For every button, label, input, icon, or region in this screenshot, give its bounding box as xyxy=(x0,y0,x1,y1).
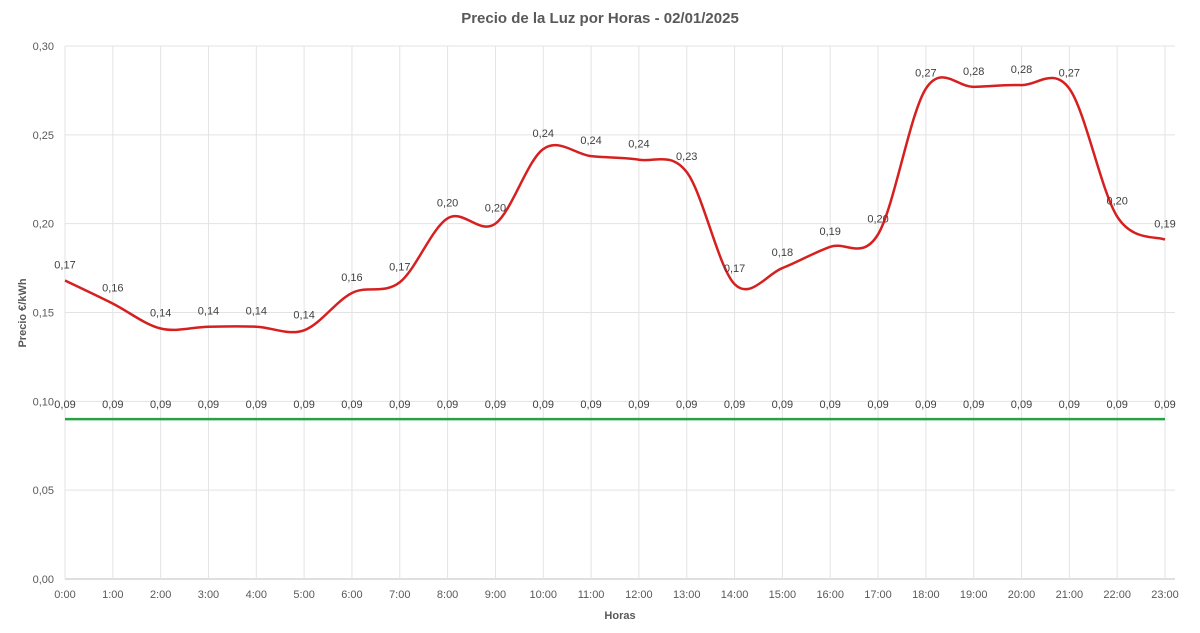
data-label: 0,09 xyxy=(102,399,123,411)
data-label: 0,09 xyxy=(867,399,888,411)
data-label: 0,09 xyxy=(341,399,362,411)
data-label: 0,16 xyxy=(341,272,362,284)
x-axis-label: Horas xyxy=(604,610,635,622)
x-tick-label: 23:00 xyxy=(1151,589,1179,601)
x-tick-label: 4:00 xyxy=(246,589,267,601)
data-label: 0,20 xyxy=(485,203,506,215)
data-label: 0,14 xyxy=(198,306,219,318)
data-label: 0,09 xyxy=(246,399,267,411)
x-tick-label: 19:00 xyxy=(960,589,988,601)
y-tick-label: 0,15 xyxy=(33,308,54,320)
x-tick-label: 7:00 xyxy=(389,589,410,601)
data-label: 0,09 xyxy=(150,399,171,411)
data-label: 0,09 xyxy=(772,399,793,411)
data-label: 0,09 xyxy=(1059,399,1080,411)
data-label: 0,17 xyxy=(724,263,745,275)
data-label: 0,09 xyxy=(533,399,554,411)
data-label: 0,17 xyxy=(54,260,75,272)
data-label: 0,09 xyxy=(1011,399,1032,411)
data-label: 0,19 xyxy=(1154,219,1175,231)
x-tick-label: 20:00 xyxy=(1008,589,1036,601)
data-label: 0,19 xyxy=(820,226,841,238)
data-label: 0,24 xyxy=(628,139,649,151)
x-tick-label: 22:00 xyxy=(1103,589,1131,601)
data-label: 0,28 xyxy=(1011,64,1032,76)
y-tick-label: 0,05 xyxy=(33,485,54,497)
x-tick-label: 12:00 xyxy=(625,589,653,601)
data-label: 0,09 xyxy=(389,399,410,411)
grid xyxy=(64,45,1175,580)
data-label: 0,09 xyxy=(293,399,314,411)
data-label: 0,14 xyxy=(293,309,314,321)
data-label: 0,28 xyxy=(963,66,984,78)
data-labels: 0,17 0,16 0,14 0,14 0,14 0,14 0,16 0,17 0,20 0,20… xyxy=(54,64,1175,411)
data-label: 0,09 xyxy=(485,399,506,411)
x-tick-label: 1:00 xyxy=(102,589,123,601)
x-tick-label: 6:00 xyxy=(341,589,362,601)
data-label: 0,09 xyxy=(820,399,841,411)
data-label: 0,09 xyxy=(628,399,649,411)
x-tick-label: 21:00 xyxy=(1056,589,1084,601)
y-tick-label: 0,00 xyxy=(33,574,54,586)
y-tick-label: 0,10 xyxy=(33,396,54,408)
data-label: 0,27 xyxy=(915,68,936,80)
data-label: 0,09 xyxy=(915,399,936,411)
x-tick-label: 2:00 xyxy=(150,589,171,601)
data-label: 0,09 xyxy=(580,399,601,411)
x-tick-label: 11:00 xyxy=(578,589,605,601)
data-label: 0,20 xyxy=(1106,196,1127,208)
data-label: 0,09 xyxy=(724,399,745,411)
data-label: 0,24 xyxy=(580,135,601,147)
y-axis-label: Precio €/kWh xyxy=(17,278,29,347)
chart-title: Precio de la Luz por Horas - 02/01/2025 xyxy=(461,10,739,27)
x-tick-label: 9:00 xyxy=(485,589,506,601)
series-line-0 xyxy=(64,76,1166,334)
x-tick-label: 17:00 xyxy=(864,589,892,601)
data-label: 0,27 xyxy=(1059,68,1080,80)
x-tick-label: 15:00 xyxy=(769,589,797,601)
x-tick-label: 13:00 xyxy=(673,589,701,601)
x-tick-label: 16:00 xyxy=(816,589,844,601)
data-label: 0,09 xyxy=(1106,399,1127,411)
data-label: 0,14 xyxy=(246,306,267,318)
x-tick-label: 3:00 xyxy=(198,589,219,601)
data-label: 0,24 xyxy=(533,128,554,140)
data-label: 0,20 xyxy=(437,197,458,209)
y-tick-label: 0,25 xyxy=(33,130,54,142)
data-label: 0,09 xyxy=(676,399,697,411)
data-label: 0,17 xyxy=(389,261,410,273)
series-layer xyxy=(64,76,1166,421)
y-axis-ticks: 0,00 0,05 0,10 0,15 0,20 0,25 0,30 xyxy=(33,41,54,586)
data-label: 0,18 xyxy=(772,247,793,259)
x-tick-label: 0:00 xyxy=(54,589,75,601)
data-label: 0,14 xyxy=(150,307,171,319)
data-label: 0,09 xyxy=(198,399,219,411)
x-tick-label: 14:00 xyxy=(721,589,749,601)
x-tick-label: 10:00 xyxy=(529,589,557,601)
data-label: 0,16 xyxy=(102,283,123,295)
data-label: 0,09 xyxy=(54,399,75,411)
data-label: 0,20 xyxy=(867,213,888,225)
y-tick-label: 0,30 xyxy=(33,41,54,53)
data-label: 0,09 xyxy=(1154,399,1175,411)
data-label: 0,09 xyxy=(963,399,984,411)
x-tick-label: 8:00 xyxy=(437,589,458,601)
data-label: 0,09 xyxy=(437,399,458,411)
x-axis-ticks: 0:00 1:00 2:00 3:00 4:00 5:00 6:00 7:00 8:00 9:00… xyxy=(54,589,1178,601)
x-tick-label: 18:00 xyxy=(912,589,940,601)
y-tick-label: 0,20 xyxy=(33,219,54,231)
x-tick-label: 5:00 xyxy=(293,589,314,601)
data-label: 0,23 xyxy=(676,151,697,163)
